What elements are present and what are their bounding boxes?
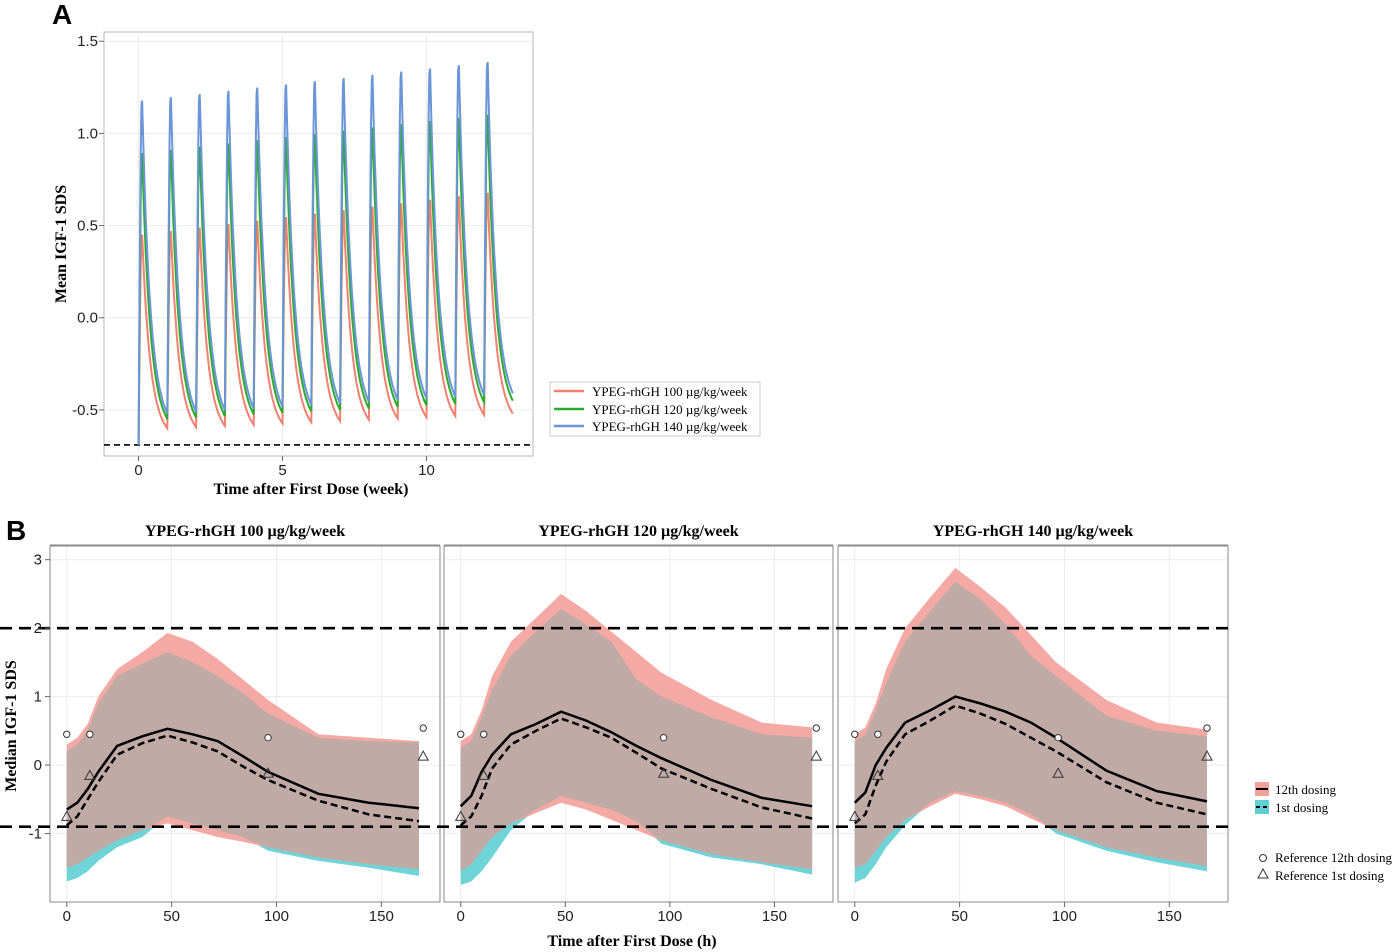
- legend-circle-marker: [1259, 854, 1267, 862]
- panel-b-x-axis-title: Time after First Dose (h): [547, 933, 716, 950]
- y-tick-label: 1.5: [77, 33, 98, 50]
- median-line-12th: [459, 710, 813, 808]
- band-overlap: [854, 581, 1207, 868]
- y-tick-label: 0.0: [77, 310, 98, 327]
- ref-1st-marker: [477, 769, 490, 780]
- ref-12th-marker: [1054, 733, 1062, 742]
- x-tick-label: 0: [457, 908, 465, 925]
- ref-1st-marker: [417, 750, 430, 761]
- x-tick-label: 150: [369, 908, 394, 925]
- panel-a-legend-box: [549, 381, 761, 437]
- x-tick-label: 150: [762, 908, 787, 925]
- panel-a-series: [104, 61, 533, 446]
- median-line-12th: [66, 727, 420, 811]
- panel-b-y-ticks: -1 0 1 2 3: [29, 552, 50, 843]
- ref-1st-marker: [83, 769, 96, 780]
- x-tick-label: 150: [1157, 908, 1182, 925]
- y-tick-label: -0.5: [72, 402, 98, 419]
- panel-a-y-axis-title: Mean IGF-1 SDS: [53, 185, 70, 303]
- panel-b-letter: B: [6, 515, 26, 546]
- x-tick-label: 0: [134, 462, 142, 479]
- median-line-1st: [459, 717, 813, 827]
- ref-1st-marker: [848, 810, 861, 821]
- ref-1st-marker: [262, 767, 274, 778]
- ref-1st-marker: [871, 769, 884, 780]
- x-tick-label: 50: [951, 908, 968, 925]
- ref-1st-marker: [1052, 767, 1065, 778]
- y-tick-label: 1: [34, 689, 42, 706]
- legend-label-1st-dosing: 1st dosing: [1275, 800, 1329, 815]
- panel-a-legend: YPEG-rhGH 100 µg/kg/week YPEG-rhGH 120 µ…: [549, 381, 761, 437]
- panel-b-y-axis-title: Median IGF-1 SDS: [3, 660, 20, 792]
- panel-a-letter: A: [52, 0, 72, 30]
- x-tick-label: 0: [851, 908, 859, 925]
- x-tick-label: 50: [557, 908, 574, 925]
- y-tick-label: -1: [29, 826, 42, 843]
- x-tick-label: 50: [163, 908, 180, 925]
- median-line-1st: [65, 734, 420, 827]
- ref-12th-marker: [480, 730, 488, 738]
- median-line-12th: [853, 695, 1208, 804]
- x-tick-label: 5: [278, 462, 286, 479]
- facet-border: [837, 545, 1229, 903]
- ref-12th-marker: [264, 733, 272, 742]
- facet-title: YPEG-rhGH 140 µg/kg/week: [933, 523, 1133, 540]
- ref-12th-marker: [63, 730, 71, 738]
- legend-triangle-marker: [1257, 867, 1269, 879]
- y-tick-label: 1.0: [77, 125, 98, 142]
- facet-2: YPEG-rhGH 140 µg/kg/week 0 50 100 150: [837, 523, 1229, 925]
- panel-b-legend: 12th dosing 1st dosing Reference 12th do…: [1255, 782, 1392, 883]
- ref-1st-marker: [454, 810, 467, 821]
- panel-a-x-axis-title: Time after First Dose (week): [214, 481, 409, 498]
- y-tick-label: 2: [34, 620, 42, 637]
- facet-0: YPEG-rhGH 100 µg/kg/week 0 50 100 150: [49, 523, 441, 925]
- legend-fill-1: [1255, 800, 1269, 814]
- x-tick-label: 100: [1052, 908, 1077, 925]
- panel-b-reference-lines: [0, 626, 1228, 828]
- facet-border: [443, 545, 834, 903]
- ref-12th-marker: [659, 733, 668, 742]
- series-line-0: [137, 192, 514, 445]
- panel-a: 0 5 10 -0.5 0.0 0.5 1.0 1.5 Time after First Do…: [53, 31, 761, 498]
- ref-1st-marker: [657, 767, 670, 778]
- ref-12th-marker: [874, 730, 882, 738]
- x-tick-label: 0: [63, 908, 71, 925]
- legend-label-ref-1: Reference 1st dosing: [1275, 868, 1385, 883]
- series-line-1: [137, 114, 514, 445]
- ref-12th-marker: [419, 724, 427, 732]
- ref-1st-marker: [810, 750, 823, 761]
- series-line-2: [137, 61, 514, 445]
- y-tick-label: 0.5: [77, 218, 98, 235]
- facet-border: [49, 545, 441, 903]
- ref-12th-marker: [812, 724, 820, 732]
- band-overlap: [460, 609, 813, 872]
- ref-1st-marker: [60, 810, 73, 821]
- legend-label-100: YPEG-rhGH 100 µg/kg/week: [592, 384, 748, 399]
- legend-label-120: YPEG-rhGH 120 µg/kg/week: [592, 402, 748, 417]
- legend-label-12th-dosing: 12th dosing: [1275, 782, 1337, 797]
- ref-12th-marker: [86, 730, 94, 738]
- median-line-1st: [853, 704, 1208, 825]
- legend-label-140: YPEG-rhGH 140 µg/kg/week: [592, 419, 748, 434]
- x-tick-label: 100: [264, 908, 289, 925]
- x-tick-label: 100: [657, 908, 682, 925]
- ref-12th-marker: [1203, 724, 1211, 732]
- ref-1st-marker: [1201, 750, 1213, 761]
- y-tick-label: 0: [34, 757, 42, 774]
- panel-a-ticks: 0 5 10 -0.5 0.0 0.5 1.0 1.5: [72, 33, 435, 479]
- y-tick-label: 3: [34, 552, 42, 569]
- facet-title: YPEG-rhGH 120 µg/kg/week: [538, 523, 738, 540]
- facet-title: YPEG-rhGH 100 µg/kg/week: [145, 523, 345, 540]
- legend-label-ref-12: Reference 12th dosing: [1275, 850, 1392, 865]
- ref-12th-marker: [457, 730, 465, 738]
- facet-1: YPEG-rhGH 120 µg/kg/week 0 50 100 150: [443, 523, 834, 925]
- x-tick-label: 10: [418, 462, 435, 479]
- band-overlap: [66, 652, 420, 870]
- ref-12th-marker: [851, 730, 859, 738]
